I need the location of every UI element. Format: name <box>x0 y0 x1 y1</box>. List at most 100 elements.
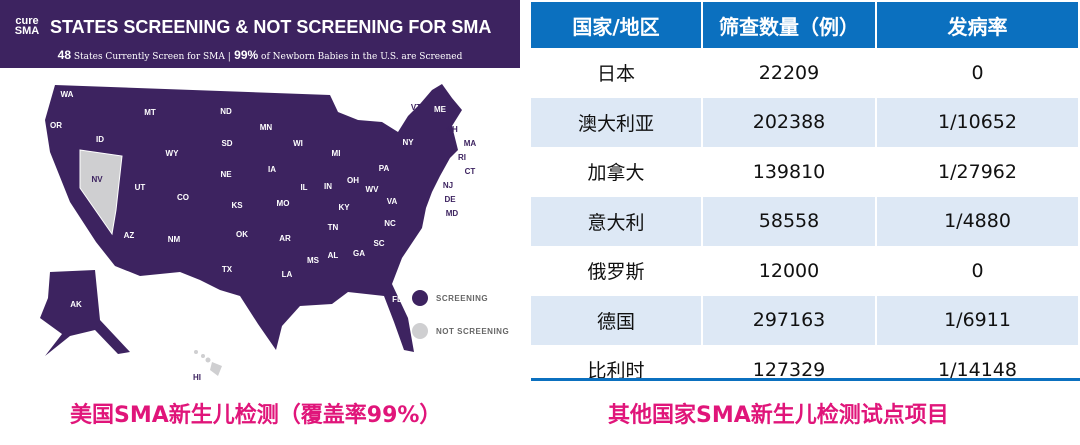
table-row: 意大利 58558 1/4880 <box>531 196 1080 246</box>
caption-us: 美国SMA新生儿检测（覆盖率99%） <box>70 403 442 428</box>
state-label-ga: GA <box>353 249 365 258</box>
state-label-la: LA <box>282 270 293 279</box>
state-label-id: ID <box>96 135 104 144</box>
state-label-ri: RI <box>458 153 466 162</box>
state-label-sd: SD <box>221 139 232 148</box>
state-label-wy: WY <box>166 149 180 158</box>
state-label-fl: FL <box>392 295 402 304</box>
state-label-wa: WA <box>61 90 74 99</box>
state-label-mt: MT <box>144 108 156 117</box>
screening-table: 国家/地区 筛查数量（例） 发病率 日本 22209 0 澳大利亚 202388 1/10… <box>531 2 1080 395</box>
state-label-tx: TX <box>222 265 233 274</box>
legend-label: SCREENING <box>436 293 489 303</box>
state-label-ok: OK <box>236 230 248 239</box>
state-label-nh: NH <box>446 125 458 134</box>
state-label-vt: VT <box>411 103 421 112</box>
map-banner: cure SMA STATES SCREENING & NOT SCREENING… <box>0 0 520 68</box>
state-label-ca: CA <box>67 223 79 232</box>
state-label-va: VA <box>387 197 398 206</box>
screening-swatch <box>412 290 428 306</box>
state-label-ct: CT <box>465 167 476 176</box>
cell-country: 澳大利亚 <box>531 97 703 147</box>
cell-count: 202388 <box>702 97 877 147</box>
contiguous-us-shape <box>45 84 462 352</box>
state-label-mo: MO <box>277 199 290 208</box>
table-row: 澳大利亚 202388 1/10652 <box>531 97 1080 147</box>
cell-country: 日本 <box>531 48 703 98</box>
table-bottom-rule <box>531 378 1080 381</box>
state-label-nm: NM <box>168 235 181 244</box>
state-label-tn: TN <box>328 223 339 232</box>
state-label-ia: IA <box>268 165 276 174</box>
state-label-pa: PA <box>379 164 390 173</box>
cell-incidence: 1/4880 <box>876 196 1080 246</box>
state-label-or: OR <box>50 121 62 130</box>
percent-screened: 99% <box>230 48 259 62</box>
state-label-de: DE <box>444 195 456 204</box>
state-label-ne: NE <box>220 170 232 179</box>
state-label-mi: MI <box>332 149 341 158</box>
banner-title: STATES SCREENING & NOT SCREENING FOR SMA <box>50 17 492 37</box>
us-map: WA OR ID MT WY NV UT CA AZ CO NM ND SD NE KS OK TX MN IA MO… <box>40 84 476 382</box>
state-label-wi: WI <box>293 139 303 148</box>
table-row: 日本 22209 0 <box>531 48 1080 98</box>
state-label-nc: NC <box>384 219 396 228</box>
table-row: 俄罗斯 12000 0 <box>531 246 1080 296</box>
state-label-ms: MS <box>307 256 320 265</box>
table-row: 加拿大 139810 1/27962 <box>531 147 1080 197</box>
table-row: 比利时 127329 1/14148 <box>531 345 1080 395</box>
cell-count: 127329 <box>702 345 877 395</box>
state-label-oh: OH <box>347 176 359 185</box>
cell-incidence: 1/14148 <box>876 345 1080 395</box>
states-count: 48 <box>57 48 71 62</box>
state-label-ks: KS <box>231 201 243 210</box>
cell-country: 意大利 <box>531 196 703 246</box>
header-incidence: 发病率 <box>876 2 1080 48</box>
cell-country: 俄罗斯 <box>531 246 703 296</box>
state-label-nv: NV <box>91 175 103 184</box>
state-label-mn: MN <box>260 123 273 132</box>
state-label-co: CO <box>177 193 189 202</box>
state-label-wv: WV <box>366 185 380 194</box>
legend-label: NOT SCREENING <box>436 326 510 336</box>
nevada-shape <box>79 149 123 236</box>
cell-count: 139810 <box>702 147 877 197</box>
header-country: 国家/地区 <box>531 2 703 48</box>
cell-incidence: 1/10652 <box>876 97 1080 147</box>
state-label-nd: ND <box>220 107 232 116</box>
logo-bottom: SMA <box>14 25 40 37</box>
table-row: 德国 297163 1/6911 <box>531 295 1080 345</box>
cell-incidence: 0 <box>876 48 1080 98</box>
cure-sma-logo: cure SMA <box>10 15 44 37</box>
state-label-il: IL <box>300 183 307 192</box>
state-label-ky: KY <box>338 203 350 212</box>
alaska-shape <box>40 270 130 356</box>
state-label-ak: AK <box>70 300 82 309</box>
cell-count: 297163 <box>702 295 877 345</box>
banner-subtitle: 48 States Currently Screen for SMA | 99%… <box>0 48 520 62</box>
state-label-al: AL <box>328 251 339 260</box>
state-label-ut: UT <box>135 183 146 192</box>
cell-country: 比利时 <box>531 345 703 395</box>
state-label-in: IN <box>324 182 332 191</box>
cell-count: 22209 <box>702 48 877 98</box>
caption-other-countries: 其他国家SMA新生儿检测试点项目 <box>608 403 949 428</box>
logo-top: cure <box>15 15 39 27</box>
legend-screening: SCREENING <box>412 290 488 306</box>
state-label-az: AZ <box>124 231 135 240</box>
cell-country: 德国 <box>531 295 703 345</box>
cell-incidence: 1/6911 <box>876 295 1080 345</box>
state-label-me: ME <box>434 105 447 114</box>
state-label-md: MD <box>446 209 459 218</box>
state-label-ar: AR <box>279 234 291 243</box>
cell-count: 12000 <box>702 246 877 296</box>
separator: | <box>227 52 231 62</box>
cell-count: 58558 <box>702 196 877 246</box>
sub-text-2: of Newborn Babies in the U.S. are Screen… <box>258 52 463 62</box>
cell-incidence: 0 <box>876 246 1080 296</box>
legend-not-screening: NOT SCREENING <box>412 323 509 339</box>
state-labels: WA OR ID MT WY NV UT CA AZ CO NM ND SD NE KS OK TX MN IA MO… <box>50 90 476 382</box>
not-screening-swatch <box>412 323 428 339</box>
sub-text-1: States Currently Screen for SMA <box>71 52 228 62</box>
cell-country: 加拿大 <box>531 147 703 197</box>
